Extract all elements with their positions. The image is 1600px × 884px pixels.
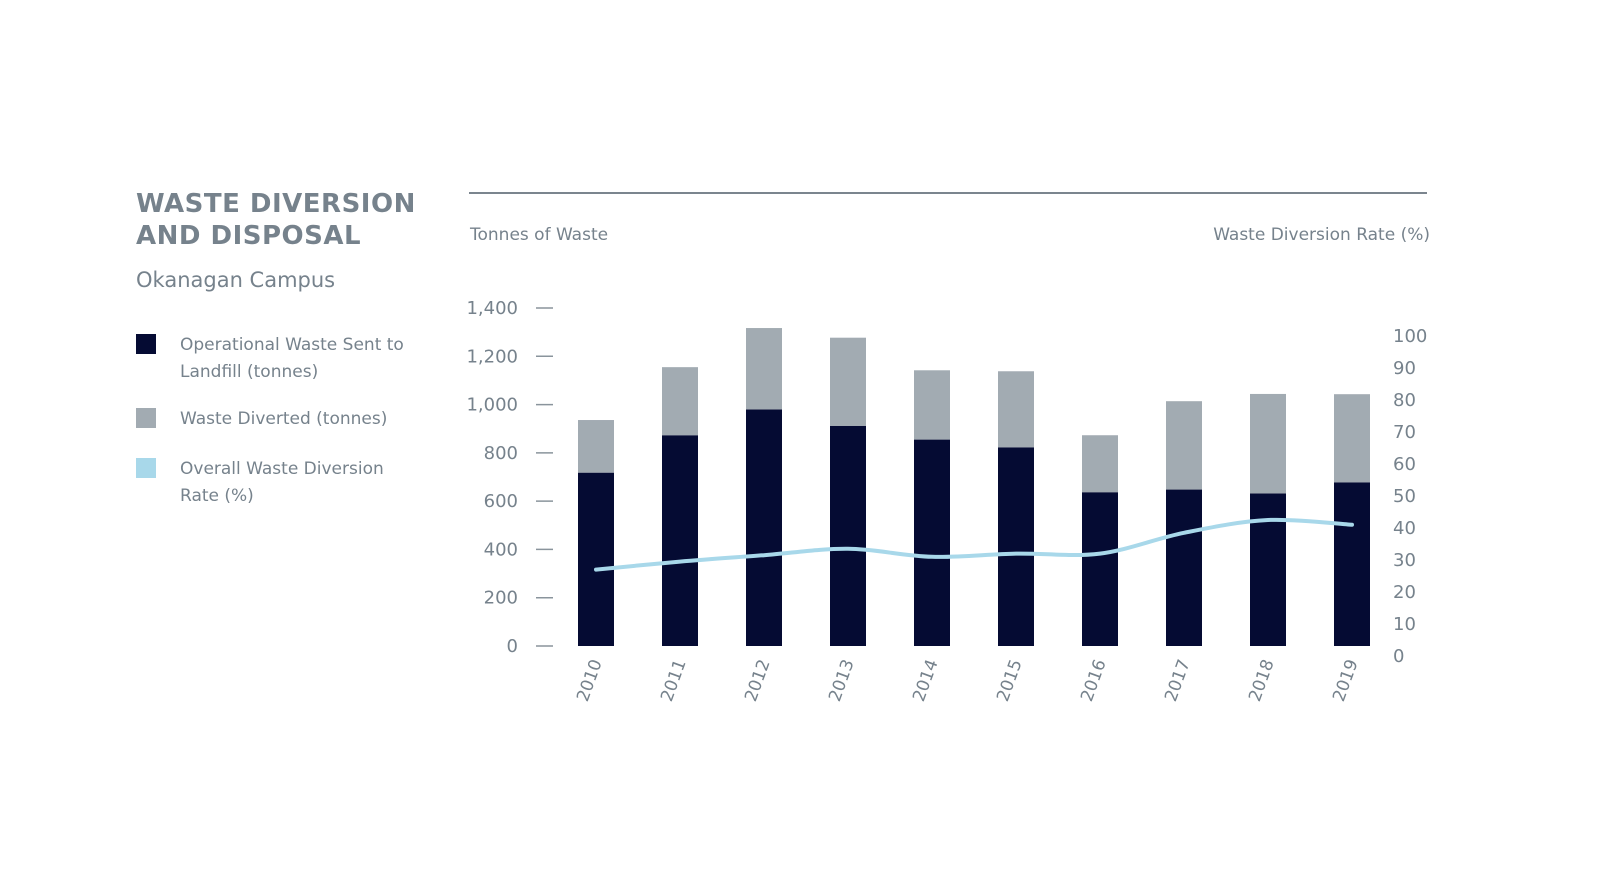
line-diversion-rate <box>594 517 1354 572</box>
y2-tick-label: 50 <box>1393 486 1416 507</box>
bar-landfill-2015 <box>998 447 1034 646</box>
y-tick-label: 1,200 <box>466 346 518 367</box>
y2-tick-label: 20 <box>1393 582 1416 603</box>
y-axis-title: Tonnes of Waste <box>469 225 608 245</box>
x-tick-label: 2012 <box>741 657 775 704</box>
x-tick-label: 2011 <box>657 657 691 704</box>
bar-diverted-2013 <box>830 337 866 426</box>
y-tick-label: 1,000 <box>466 395 518 416</box>
y-tick-label: 600 <box>484 491 518 512</box>
y2-axis-title: Waste Diversion Rate (%) <box>1213 225 1430 245</box>
y2-tick-label: 60 <box>1393 454 1416 475</box>
y2-tick-label: 0 <box>1393 646 1404 667</box>
x-tick-label: 2019 <box>1329 657 1363 704</box>
y2-tick-label: 90 <box>1393 358 1416 379</box>
bar-landfill-2012 <box>746 409 782 646</box>
bar-diverted-2019 <box>1334 394 1370 483</box>
y-tick-label: 800 <box>484 443 518 464</box>
legend-swatch-diverted <box>136 408 156 428</box>
legend-label-diversion-rate: Overall Waste Diversion Rate (%) <box>180 459 384 506</box>
legend-swatch-diversion-rate <box>136 458 156 478</box>
bar-landfill-2011 <box>662 435 698 646</box>
chart-subtitle: Okanagan Campus <box>136 268 336 292</box>
x-tick-label: 2013 <box>825 657 859 704</box>
x-tick-label: 2017 <box>1161 657 1195 704</box>
legend-swatch-landfill <box>136 334 156 354</box>
title-line-2: AND DISPOSAL <box>136 221 362 251</box>
legend-label-landfill: Operational Waste Sent to Landfill (tonn… <box>180 335 404 382</box>
x-tick-label: 2015 <box>993 657 1027 704</box>
bar-diverted-2017 <box>1166 401 1202 490</box>
bar-landfill-2017 <box>1166 489 1202 646</box>
y2-tick-label: 100 <box>1393 326 1427 347</box>
bar-landfill-2018 <box>1250 493 1286 646</box>
bar-diverted-2010 <box>578 420 614 473</box>
y2-tick-label: 40 <box>1393 518 1416 539</box>
bar-landfill-2016 <box>1082 492 1118 646</box>
bar-landfill-2019 <box>1334 482 1370 646</box>
bar-landfill-2010 <box>578 472 614 646</box>
legend-item-landfill: Operational Waste Sent to Landfill (tonn… <box>136 332 426 386</box>
bar-diverted-2015 <box>998 371 1034 448</box>
chart-title: WASTE DIVERSION AND DISPOSAL <box>136 188 436 252</box>
y-tick-label: 400 <box>484 539 518 560</box>
y-tick-label: 1,400 <box>466 298 518 319</box>
legend-item-diversion-rate: Overall Waste Diversion Rate (%) <box>136 456 426 510</box>
y-tick-label: 0 <box>507 636 518 657</box>
bar-diverted-2016 <box>1082 435 1118 493</box>
bar-diverted-2018 <box>1250 393 1286 494</box>
legend-item-diverted: Waste Diverted (tonnes) <box>136 406 426 433</box>
bar-landfill-2013 <box>830 425 866 646</box>
x-tick-label: 2018 <box>1245 657 1279 704</box>
bar-landfill-2014 <box>914 439 950 646</box>
x-tick-label: 2010 <box>573 657 607 704</box>
legend-label-diverted: Waste Diverted (tonnes) <box>180 409 388 429</box>
y2-tick-label: 30 <box>1393 550 1416 571</box>
x-tick-label: 2016 <box>1077 657 1111 704</box>
y2-tick-label: 10 <box>1393 614 1416 635</box>
y-tick-label: 200 <box>484 588 518 609</box>
x-tick-label: 2014 <box>909 657 943 704</box>
y2-tick-label: 70 <box>1393 422 1416 443</box>
y2-tick-label: 80 <box>1393 390 1416 411</box>
bar-diverted-2011 <box>662 367 698 436</box>
bar-diverted-2014 <box>914 370 950 440</box>
title-line-1: WASTE DIVERSION <box>136 189 416 219</box>
bar-diverted-2012 <box>746 328 782 410</box>
